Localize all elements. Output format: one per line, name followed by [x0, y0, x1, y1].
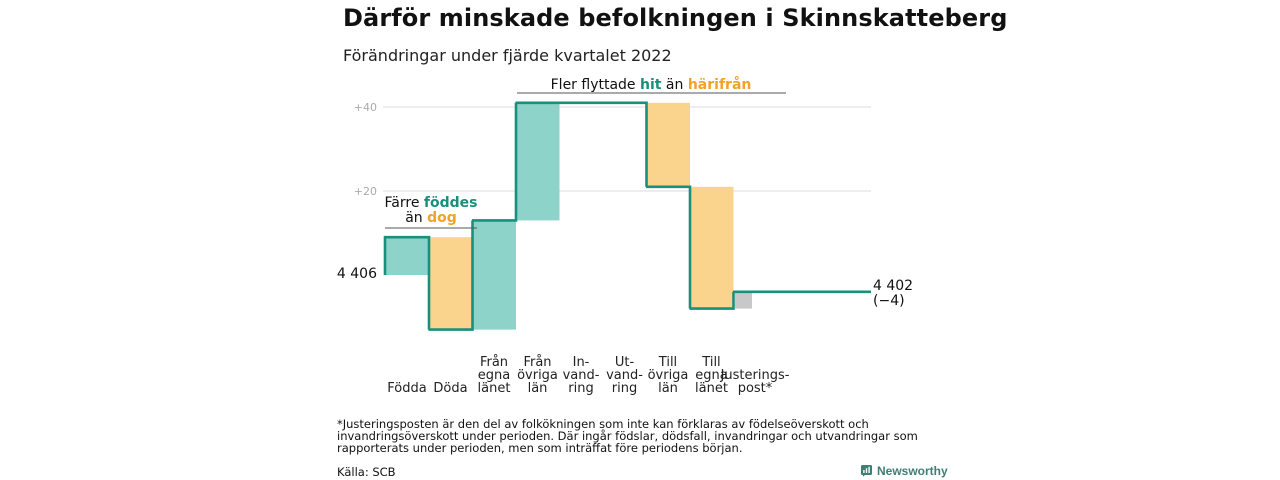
y-tick-label-1: +20 [354, 185, 377, 198]
category-label-2: Från egna länet [478, 355, 511, 396]
chart-title: Därför minskade befolkningen i Skinnskat… [343, 4, 1008, 32]
running-total-line [383, 101, 871, 331]
brand-name: Newsworthy [877, 464, 948, 478]
migration-annotation: Fler flyttade hit än härifrån [551, 76, 752, 93]
bar-1 [428, 237, 473, 330]
chart-subtitle: Förändringar under fjärde kvartalet 2022 [343, 46, 672, 65]
annotations: Färre föddes än dog Fler flyttade hit än… [337, 76, 913, 309]
end-change-label: (−4) [873, 293, 905, 309]
category-label-4: In-vand-ring [563, 355, 600, 396]
migration-annotation-hi1: hit [640, 77, 662, 93]
footnote: *Justeringsposten är den del av folkökni… [337, 417, 918, 455]
bar-8 [735, 291, 752, 309]
bar-7 [689, 186, 734, 309]
migration-annotation-pre: Fler flyttade [551, 77, 640, 93]
category-label-7: Till egna länet [695, 355, 728, 396]
bar-3 [515, 102, 560, 221]
births-annotation-mid: än [405, 210, 427, 226]
bar-2 [472, 220, 516, 330]
bars [385, 102, 752, 330]
y-tick-label-0: +40 [354, 101, 377, 114]
category-label-8: Justerings-post* [720, 368, 790, 396]
end-value-label: 4 402 [873, 278, 913, 294]
category-label-1: Döda [433, 381, 467, 396]
gridlines: +40 +20 [354, 101, 871, 198]
source-label: Källa: SCB [337, 465, 396, 479]
newsworthy-logo-icon [861, 465, 872, 477]
births-annotation-pre: Färre [385, 195, 424, 211]
births-annotation-line1: Färre föddes [385, 195, 478, 211]
bar-0 [385, 237, 429, 275]
migration-annotation-hi2: härifrån [688, 76, 752, 93]
migration-annotation-mid: än [661, 77, 687, 93]
category-label-3: Från övriga län [517, 355, 558, 396]
start-value-label: 4 406 [337, 266, 377, 282]
births-annotation-hi2: dog [427, 210, 457, 226]
running-total-path [383, 101, 871, 331]
category-label-6: Till övriga län [648, 355, 689, 396]
bar-6 [646, 102, 690, 187]
births-annotation-hi1: föddes [424, 195, 478, 211]
brand-logo[interactable]: Newsworthy [861, 464, 948, 478]
category-label-0: Födda [387, 381, 426, 396]
births-annotation-line2: än dog [405, 210, 457, 226]
category-label-5: Ut-vand-ring [606, 355, 643, 396]
